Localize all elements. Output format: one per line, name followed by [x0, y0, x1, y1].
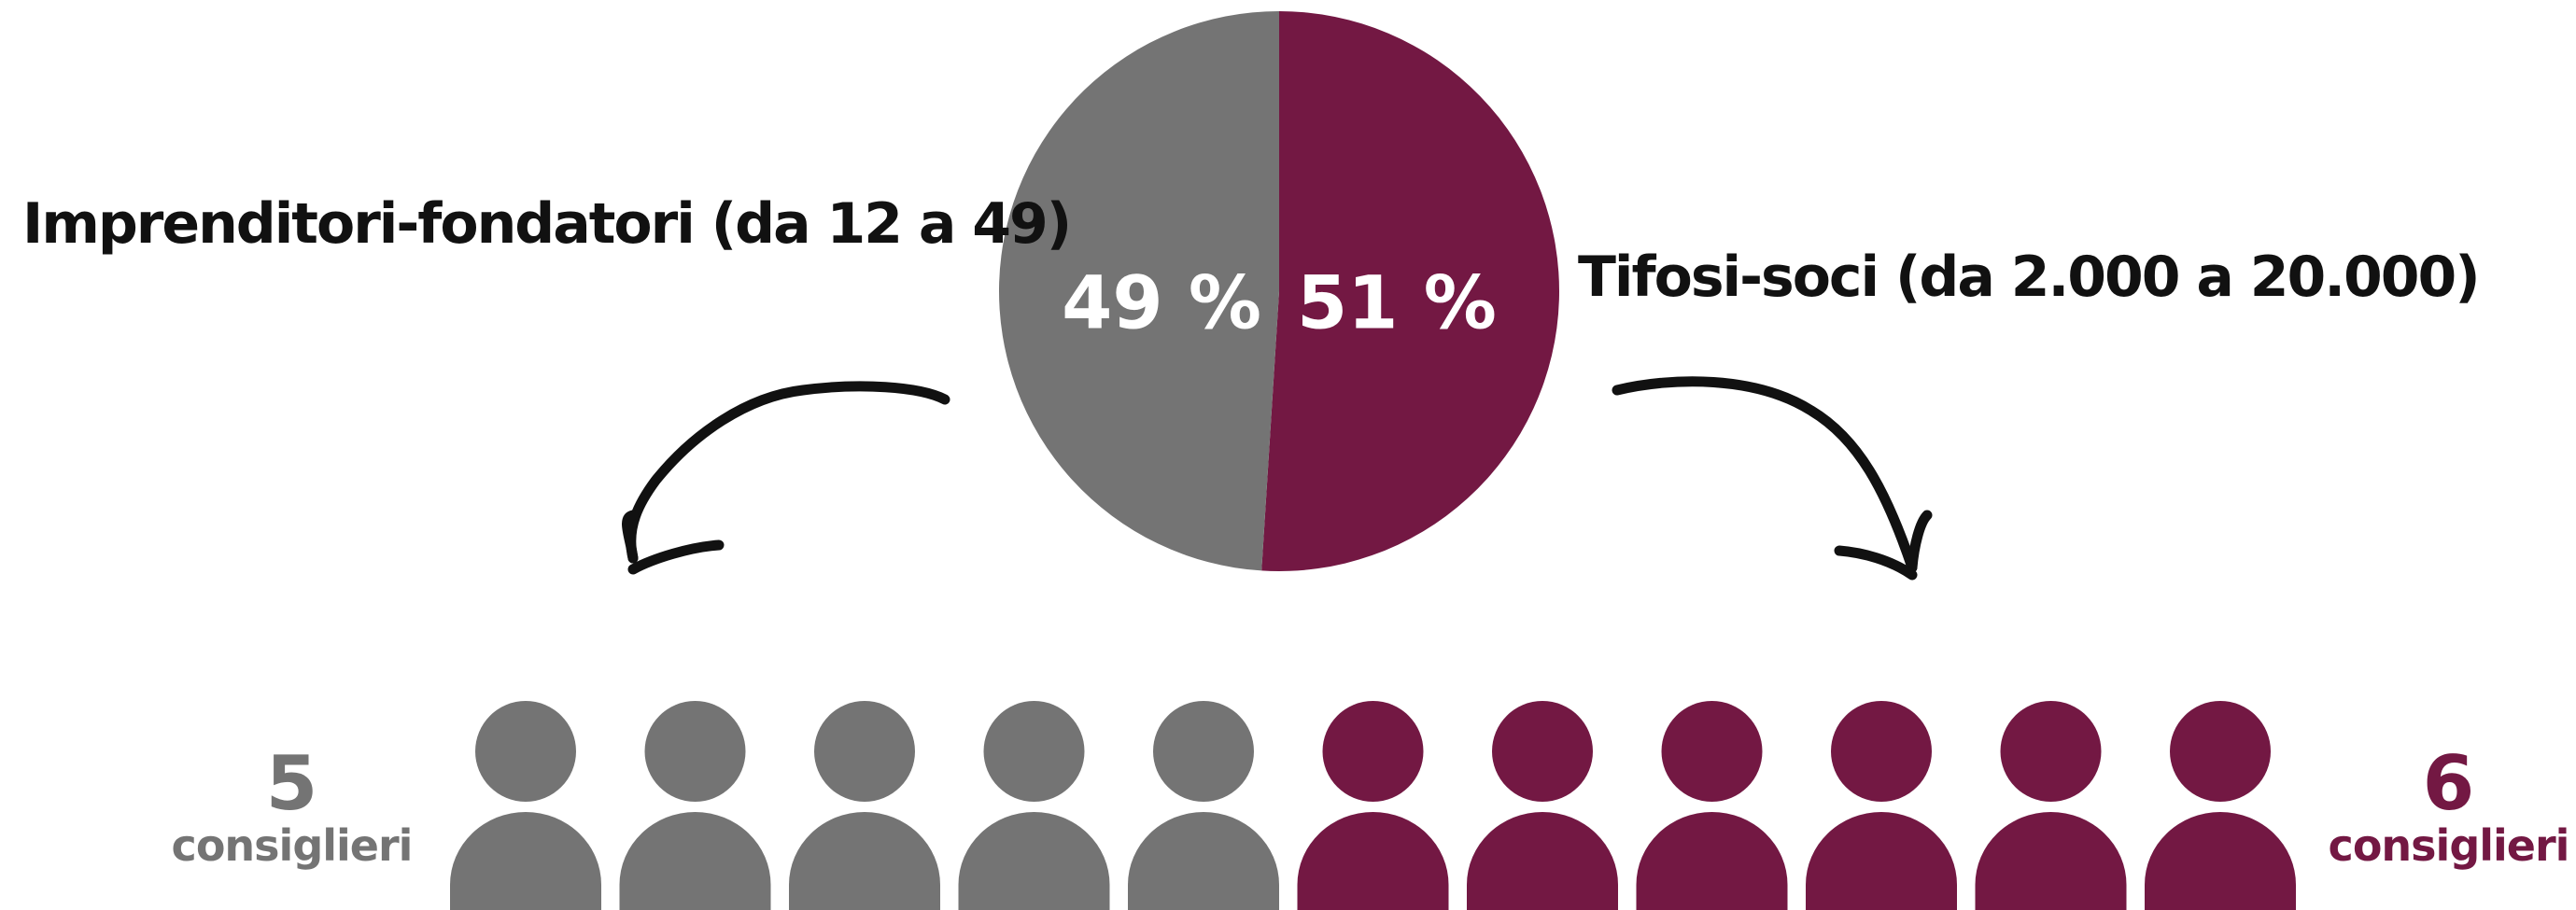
fans-board-number: 6 — [2422, 740, 2475, 827]
pie-slice-51 — [1261, 11, 1559, 571]
founders-board-count: 5 consiglieri — [159, 740, 425, 871]
pie-label-49: 49 % — [1062, 261, 1261, 345]
person-icon — [789, 701, 940, 910]
person-icon — [1636, 701, 1788, 910]
ownership-pie-chart: 51 % 49 % — [998, 11, 1559, 571]
person-head — [2170, 701, 2271, 802]
person-head — [1153, 701, 1254, 802]
person-body — [789, 812, 940, 910]
person-head — [1831, 701, 1932, 802]
person-head — [814, 701, 915, 802]
person-body — [1467, 812, 1618, 910]
board-members-pictogram — [450, 701, 2296, 910]
pie-slice-49 — [998, 11, 1279, 571]
person-head — [1661, 701, 1763, 802]
person-head — [1492, 701, 1593, 802]
person-head — [983, 701, 1085, 802]
person-body — [1636, 812, 1788, 910]
person-icon — [2145, 701, 2296, 910]
person-head — [475, 701, 576, 802]
fans-board-count: 6 consiglieri — [2316, 740, 2576, 871]
arrows — [622, 376, 1933, 581]
person-body — [450, 812, 601, 910]
person-body — [1297, 812, 1449, 910]
person-body — [1128, 812, 1279, 910]
person-icon — [1975, 701, 2127, 910]
founders-board-word: consiglieri — [171, 820, 414, 871]
person-body — [958, 812, 1110, 910]
pie-label-51: 51 % — [1297, 262, 1497, 346]
fans-label: Tifosi-soci (da 2.000 a 20.000) — [1578, 245, 2481, 310]
person-icon — [1467, 701, 1618, 910]
person-icon — [1128, 701, 1279, 910]
person-icon — [619, 701, 771, 910]
person-body — [619, 812, 771, 910]
left-curved-arrow-icon — [622, 381, 950, 575]
person-body — [1975, 812, 2127, 910]
person-head — [2000, 701, 2102, 802]
person-head — [644, 701, 746, 802]
person-body — [2145, 812, 2296, 910]
founders-board-number: 5 — [265, 740, 318, 827]
person-icon — [1806, 701, 1957, 910]
person-icon — [450, 701, 601, 910]
founders-label: Imprenditori-fondatori (da 12 a 49) — [22, 191, 1072, 257]
person-body — [1806, 812, 1957, 910]
person-head — [1322, 701, 1424, 802]
right-curved-arrow-icon — [1612, 376, 1933, 581]
fans-board-word: consiglieri — [2328, 820, 2570, 871]
person-icon — [958, 701, 1110, 910]
person-icon — [1297, 701, 1449, 910]
